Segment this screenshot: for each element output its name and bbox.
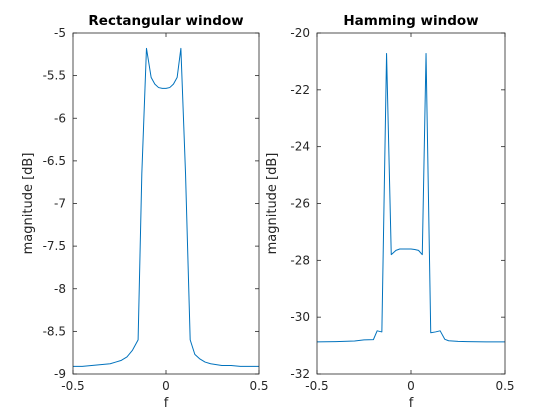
plot-hamming: -0.5 0 0.5 -32 -30 -28 -26 -24 -22 -20 Hamming win… — [265, 13, 515, 411]
x-tick-label-hamming: 0 — [407, 379, 415, 393]
plot-rectangular: -0.5 0 0.5 -9 -8.5 -8 -7.5 -7 -6.5 -6 -5.5 -5 Rectan… — [21, 13, 269, 411]
x-tick-label-hamming: -0.5 — [305, 379, 328, 393]
x-tick-label-rectangular: 0 — [162, 379, 170, 393]
x-tick-label-hamming: 0.5 — [495, 379, 514, 393]
y-tick-label-hamming: -32 — [290, 367, 310, 381]
x-tick-label-rectangular: 0.5 — [249, 379, 268, 393]
y-tick-label-rectangular: -8 — [54, 282, 66, 296]
y-axis-label-rectangular: magnitude [dB] — [21, 153, 36, 255]
y-tick-label-hamming: -22 — [290, 83, 310, 97]
series-line-rectangular — [73, 47, 259, 367]
y-tick-label-hamming: -24 — [290, 140, 310, 154]
x-axis-label-hamming: f — [409, 396, 414, 411]
y-tick-label-rectangular: -7 — [54, 197, 66, 211]
y-tick-label-rectangular: -7.5 — [43, 239, 66, 253]
y-tick-label-rectangular: -5 — [54, 26, 66, 40]
y-tick-label-hamming: -30 — [290, 310, 310, 324]
y-tick-label-rectangular: -9 — [54, 367, 66, 381]
plots-layer: -0.5 0 0.5 -9 -8.5 -8 -7.5 -7 -6.5 -6 -5.5 -5 Rectan… — [21, 13, 515, 411]
chart-title-rectangular: Rectangular window — [88, 13, 243, 29]
y-tick-label-rectangular: -8.5 — [43, 324, 66, 338]
y-tick-label-hamming: -20 — [290, 26, 310, 40]
y-tick-label-rectangular: -6.5 — [43, 154, 66, 168]
y-tick-label-hamming: -28 — [290, 253, 310, 267]
y-tick-label-rectangular: -6 — [54, 111, 66, 125]
y-axis-label-hamming: magnitude [dB] — [265, 153, 280, 255]
x-axis-label-rectangular: f — [164, 396, 169, 411]
series-line-hamming — [316, 52, 505, 343]
chart-title-hamming: Hamming window — [343, 13, 478, 29]
y-tick-label-rectangular: -5.5 — [43, 69, 66, 83]
x-tick-label-rectangular: -0.5 — [61, 379, 84, 393]
y-tick-label-hamming: -26 — [290, 197, 310, 211]
